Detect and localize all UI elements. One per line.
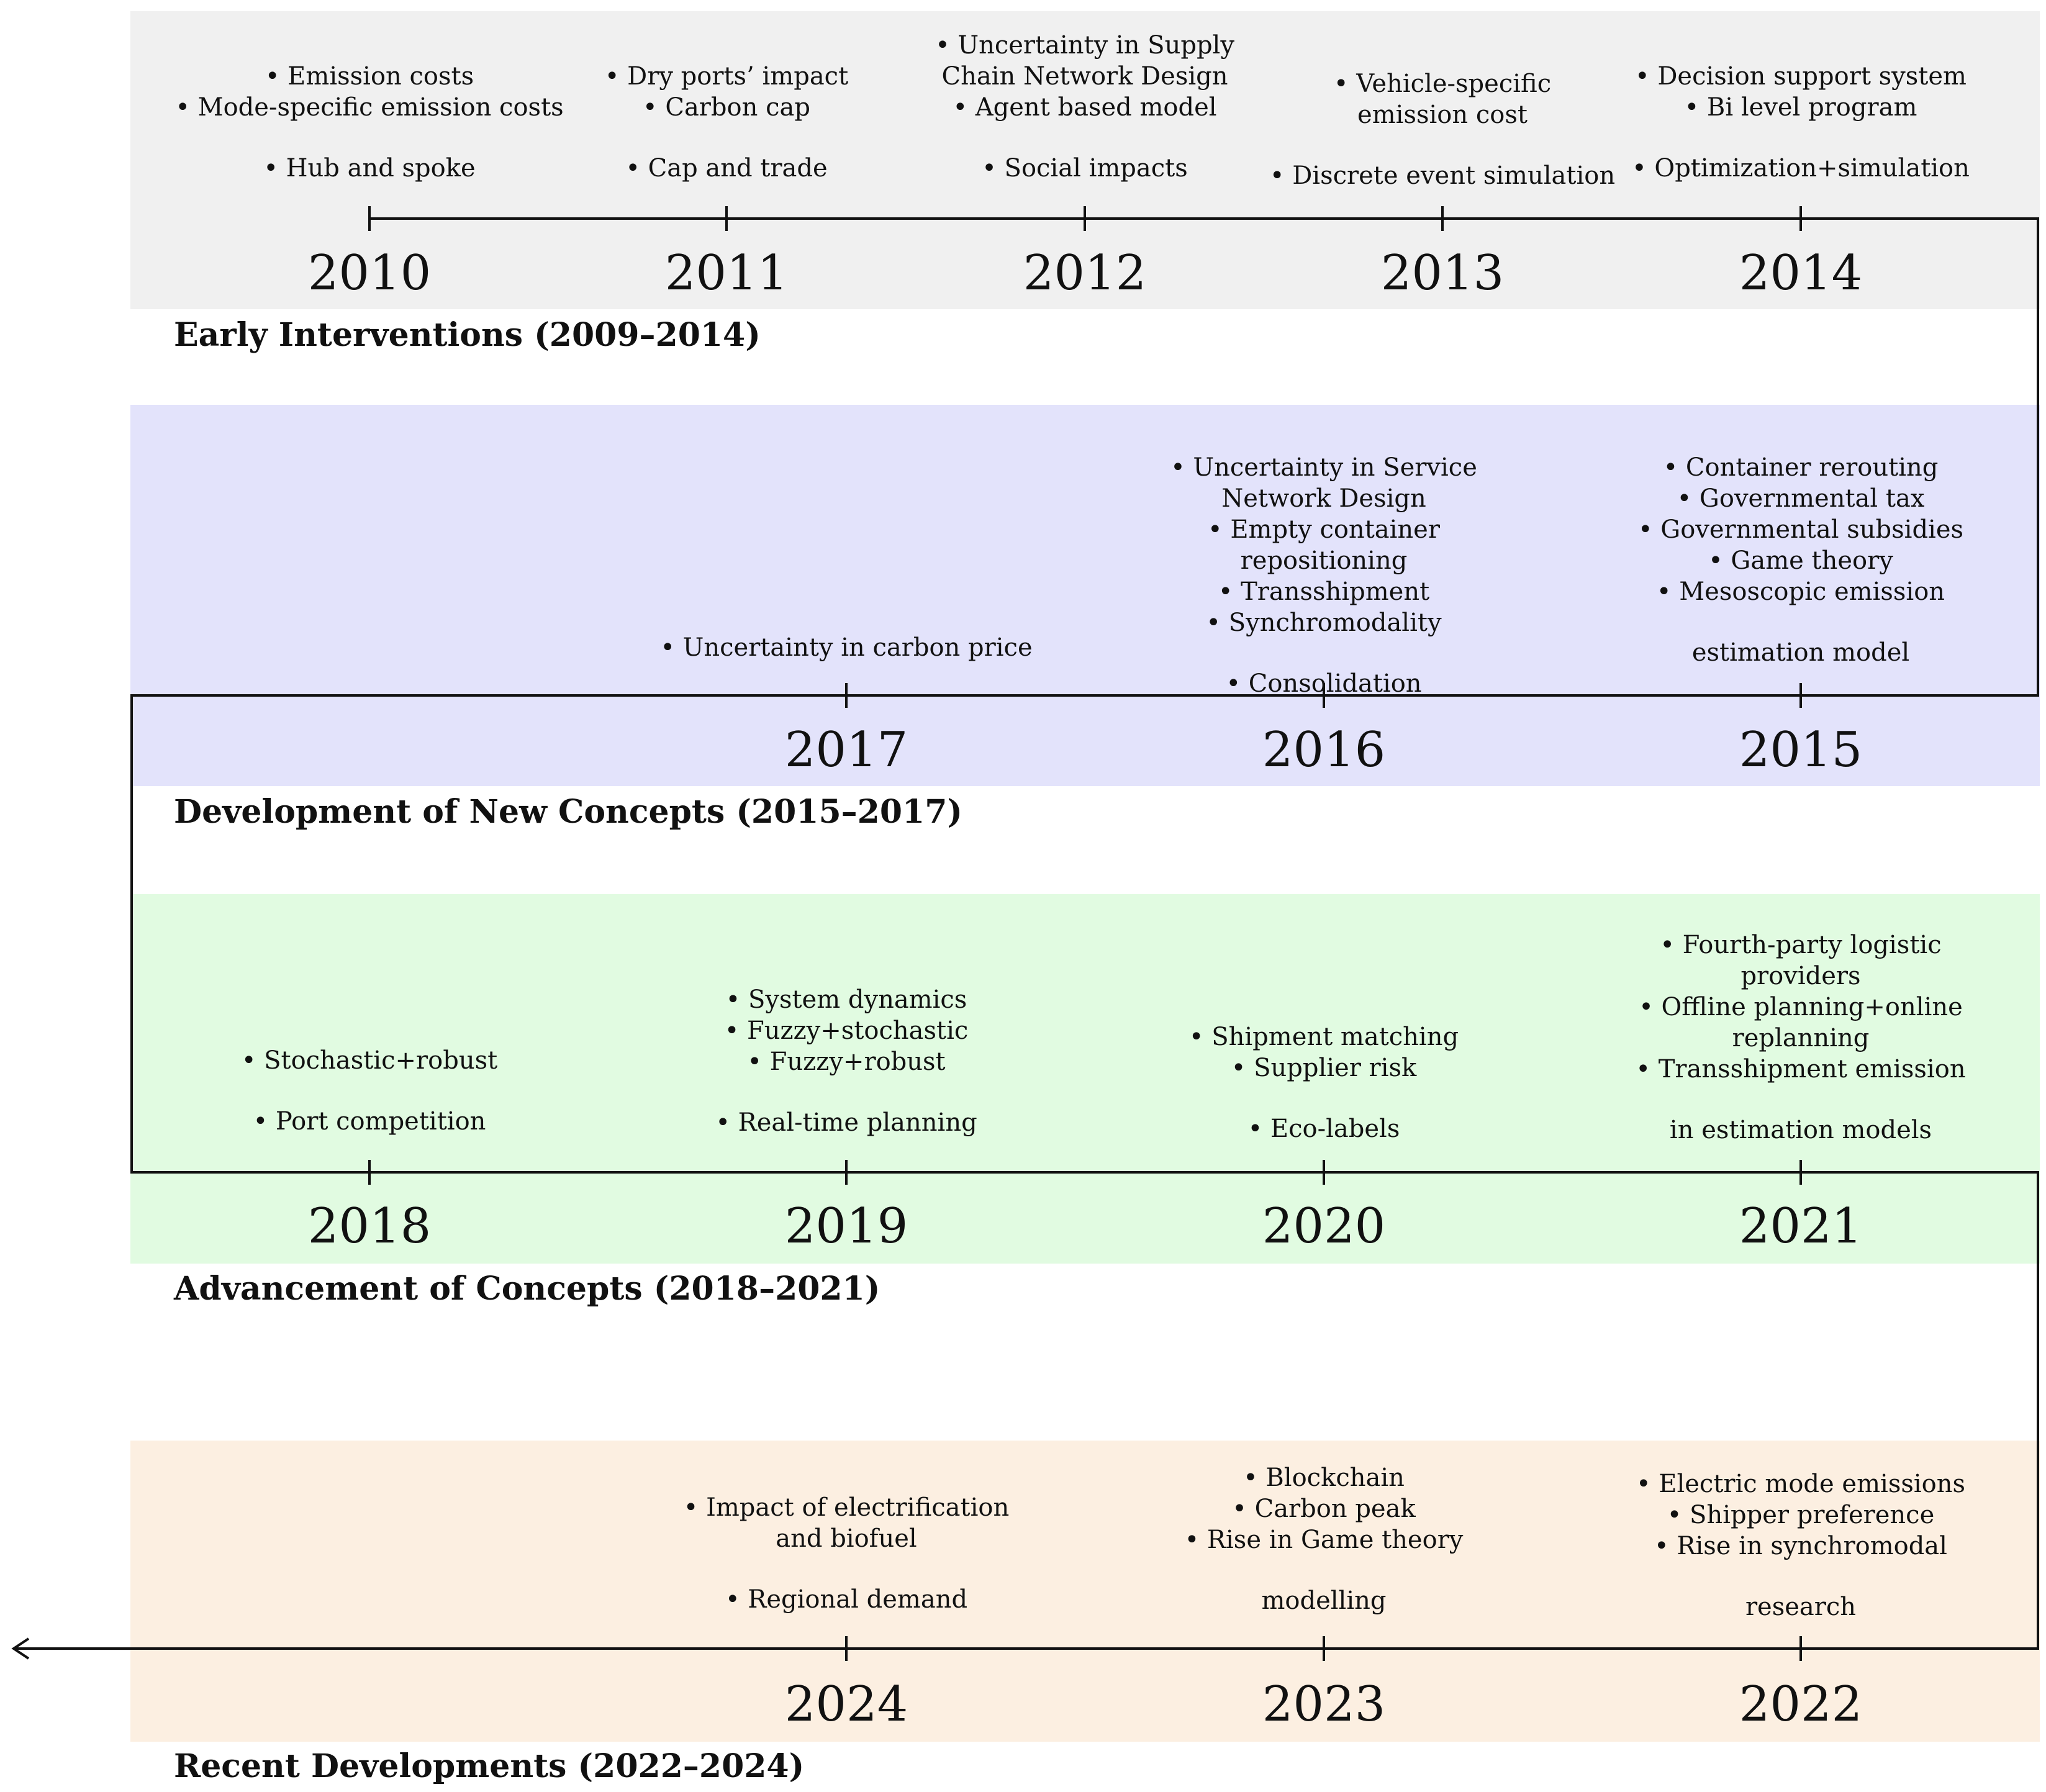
- list-item: • Mode-specific emission costs: [175, 93, 564, 122]
- list-item: Chain Network Design: [941, 62, 1228, 91]
- list-item: • Shipper preference: [1667, 1501, 1935, 1529]
- year-label-2024: 2024: [784, 1677, 908, 1732]
- items-2011: • Dry ports’ impact • Carbon cap • Cap a…: [528, 61, 925, 184]
- items-2010: • Emission costs • Mode-specific emissio…: [171, 61, 568, 184]
- arrow-head: [11, 1637, 30, 1660]
- list-item: • Fuzzy+robust: [747, 1048, 946, 1076]
- band-recent: [130, 1441, 2040, 1742]
- year-label-2015: 2015: [1739, 722, 1863, 778]
- items-2018: • Stochastic+robust • Port competition: [171, 1045, 568, 1137]
- list-item: • Offline planning+online: [1639, 993, 1963, 1021]
- band-advance: [130, 894, 2040, 1264]
- list-item: • Port competition: [253, 1107, 486, 1136]
- list-item: • Cap and trade: [625, 154, 828, 183]
- list-item: • Decision support system: [1635, 62, 1967, 91]
- list-item: estimation model: [1691, 638, 1910, 667]
- list-item: • Carbon peak: [1232, 1495, 1416, 1523]
- list-item: • Rise in Game theory: [1184, 1526, 1464, 1554]
- list-item: • Fuzzy+stochastic: [724, 1016, 969, 1045]
- year-label-2021: 2021: [1739, 1198, 1863, 1254]
- items-2017: • Uncertainty in carbon price: [648, 632, 1045, 663]
- list-item: • Rise in synchromodal: [1654, 1532, 1947, 1560]
- year-label-2018: 2018: [307, 1198, 432, 1254]
- list-item: • Shipment matching: [1188, 1023, 1459, 1051]
- list-item: • Blockchain: [1243, 1464, 1405, 1492]
- list-item: providers: [1740, 962, 1861, 990]
- list-item: • Electric mode emissions: [1636, 1470, 1966, 1498]
- list-item: • Hub and spoke: [263, 154, 476, 183]
- items-2015: • Container rerouting • Governmental tax…: [1602, 452, 1999, 668]
- band-early: [130, 11, 2040, 309]
- list-item: Network Design: [1221, 484, 1426, 513]
- list-item: • Empty container repositioning: [1208, 515, 1440, 575]
- items-2016: • Uncertainty in Service Network Design …: [1125, 452, 1523, 699]
- list-item: research: [1745, 1593, 1857, 1621]
- list-item: • Discrete event simulation: [1269, 161, 1616, 190]
- list-item: • Emission costs: [265, 62, 474, 91]
- items-2014: • Decision support system • Bi level pro…: [1602, 61, 1999, 184]
- list-item: • Mesoscopic emission: [1656, 577, 1945, 606]
- year-label-2010: 2010: [307, 245, 432, 301]
- list-item: • System dynamics: [725, 985, 967, 1014]
- list-item: replanning: [1732, 1024, 1870, 1052]
- list-item: • Governmental tax: [1677, 484, 1925, 513]
- year-label-2011: 2011: [664, 245, 789, 301]
- items-2013: • Vehicle-specific emission cost • Discr…: [1244, 68, 1641, 191]
- list-item: • Bi level program: [1684, 93, 1917, 122]
- year-label-2012: 2012: [1023, 245, 1147, 301]
- items-2022: • Electric mode emissions • Shipper pref…: [1602, 1468, 1999, 1622]
- list-item: • Impact of electrification: [683, 1493, 1010, 1522]
- era-title-early: Early Interventions (2009–2014): [174, 316, 761, 354]
- list-item: • Optimization+simulation: [1632, 154, 1970, 183]
- list-item: in estimation models: [1669, 1116, 1932, 1144]
- items-2012: • Uncertainty in Supply Chain Network De…: [886, 30, 1283, 184]
- band-new: [130, 405, 2040, 786]
- items-2019: • System dynamics • Fuzzy+stochastic • F…: [648, 984, 1045, 1138]
- year-label-2016: 2016: [1262, 722, 1386, 778]
- list-item: • Dry ports’ impact: [604, 62, 849, 91]
- list-item: and biofuel: [776, 1524, 917, 1553]
- list-item: emission cost: [1357, 101, 1528, 129]
- year-label-2023: 2023: [1262, 1677, 1386, 1732]
- year-label-2014: 2014: [1739, 245, 1863, 301]
- year-label-2019: 2019: [784, 1198, 908, 1254]
- list-item: • Consolidation: [1226, 669, 1422, 698]
- list-item: • Game theory: [1708, 546, 1893, 575]
- list-item: • Supplier risk: [1231, 1054, 1417, 1082]
- list-item: • Synchromodality: [1206, 609, 1442, 637]
- list-item: • Carbon cap: [643, 93, 810, 122]
- list-item: modelling: [1261, 1586, 1387, 1615]
- era-title-new-concepts: Development of New Concepts (2015–2017): [174, 793, 962, 831]
- items-2020: • Shipment matching • Supplier risk • Ec…: [1125, 1021, 1523, 1144]
- list-item: • Vehicle-specific: [1333, 70, 1552, 98]
- list-item: • Real-time planning: [715, 1108, 977, 1137]
- list-item: • Transshipment: [1218, 577, 1430, 606]
- list-item: • Fourth-party logistic: [1660, 931, 1942, 959]
- era-title-advancement: Advancement of Concepts (2018–2021): [174, 1270, 880, 1308]
- era-title-recent: Recent Developments (2022–2024): [174, 1747, 805, 1785]
- items-2024: • Impact of electrification and biofuel …: [648, 1492, 1045, 1615]
- items-2021: • Fourth-party logistic providers • Offl…: [1602, 930, 1999, 1146]
- list-item: • Uncertainty in carbon price: [660, 633, 1033, 662]
- list-item: • Uncertainty in Supply: [935, 31, 1234, 60]
- year-label-2022: 2022: [1739, 1677, 1863, 1732]
- items-2023: • Blockchain • Carbon peak • Rise in Gam…: [1125, 1462, 1523, 1616]
- list-item: • Eco-labels: [1247, 1115, 1400, 1143]
- year-label-2013: 2013: [1380, 245, 1505, 301]
- list-item: • Stochastic+robust: [241, 1046, 498, 1075]
- list-item: • Social impacts: [982, 154, 1188, 183]
- list-item: • Uncertainty in Service: [1170, 453, 1477, 482]
- list-item: • Container rerouting: [1663, 453, 1939, 482]
- list-item: • Agent based model: [953, 93, 1217, 122]
- year-label-2017: 2017: [784, 722, 908, 778]
- list-item: • Transshipment emission: [1636, 1055, 1966, 1084]
- list-item: • Governmental subsidies: [1637, 515, 1964, 544]
- list-item: • Regional demand: [725, 1585, 968, 1614]
- year-label-2020: 2020: [1262, 1198, 1386, 1254]
